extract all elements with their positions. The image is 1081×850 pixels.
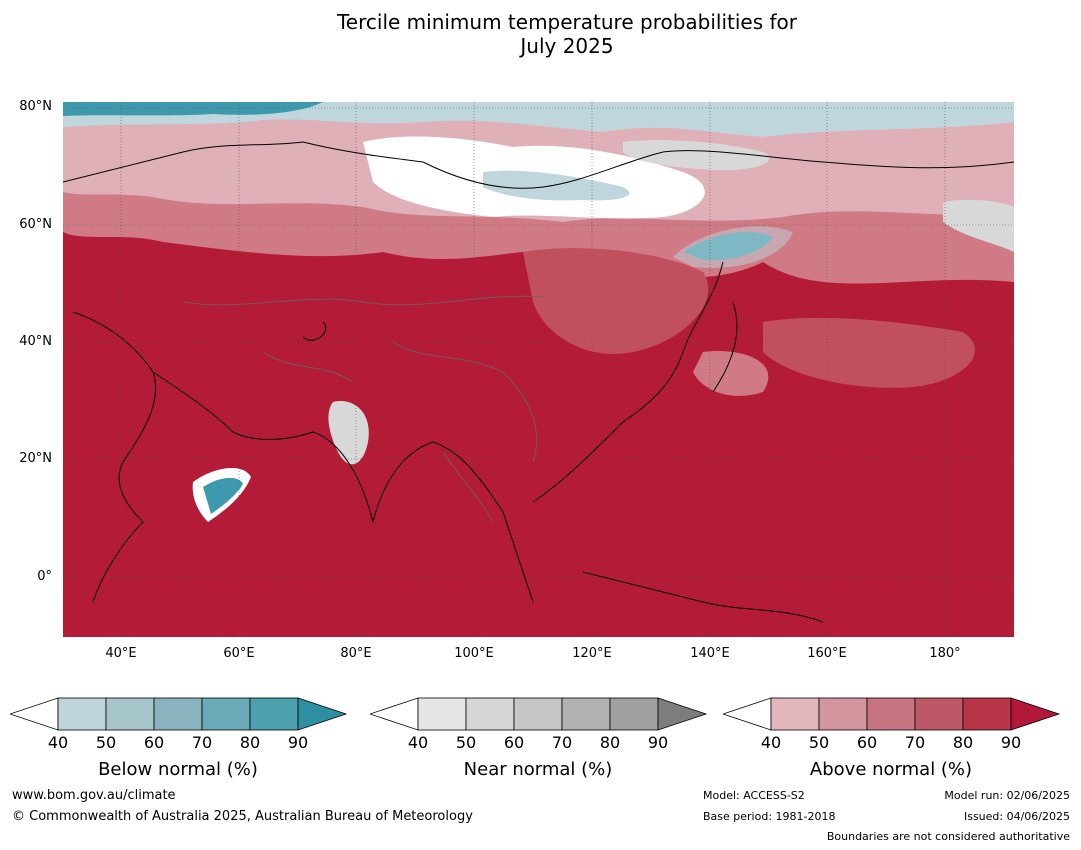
okhotsk-below-halo bbox=[673, 226, 793, 268]
near-tick-50: 50 bbox=[455, 733, 477, 752]
title-line-2: July 2025 bbox=[520, 34, 614, 58]
near-normal-patch-2 bbox=[943, 199, 1014, 252]
lat-label-60n: 60°N bbox=[19, 217, 52, 232]
pacific-above-mid bbox=[693, 351, 769, 396]
near-normal-patch-1 bbox=[623, 140, 770, 171]
base-period-text: Base period: 1981-2018 bbox=[703, 810, 836, 823]
near-colorbar-high-extend bbox=[657, 697, 708, 731]
colorbar-segment bbox=[153, 697, 203, 731]
colorbar-segment bbox=[465, 697, 515, 731]
near-tick-60: 60 bbox=[503, 733, 525, 752]
issued-text: Issued: 04/06/2025 bbox=[963, 810, 1070, 823]
below-tick-70: 70 bbox=[191, 733, 213, 752]
arctic-below-high bbox=[63, 102, 323, 116]
lon-label-60e: 60°E bbox=[223, 646, 255, 661]
above-colorbar-high-extend bbox=[1010, 697, 1061, 731]
near-normal-label: Near normal (%) bbox=[463, 759, 613, 780]
near-tick-80: 80 bbox=[599, 733, 621, 752]
above-tick-70: 70 bbox=[904, 733, 926, 752]
colorbar-segment bbox=[609, 697, 659, 731]
colorbar-segment bbox=[417, 697, 467, 731]
above-tick-50: 50 bbox=[808, 733, 830, 752]
copyright-text: © Commonwealth of Australia 2025, Austra… bbox=[12, 809, 473, 824]
below-colorbar-low-extend bbox=[10, 697, 59, 731]
near-colorbar-low-extend bbox=[370, 697, 419, 731]
colorbar-segment bbox=[561, 697, 611, 731]
colorbar-segment bbox=[513, 697, 563, 731]
colorbar-segment bbox=[914, 697, 964, 731]
below-tick-40: 40 bbox=[47, 733, 69, 752]
above-tick-90: 90 bbox=[1000, 733, 1022, 752]
above-colorbar-segments bbox=[770, 697, 1012, 731]
chart-title: Tercile minimum temperature probabilitie… bbox=[0, 10, 1081, 58]
lon-label-160e: 160°E bbox=[807, 646, 847, 661]
colorbar-segment bbox=[105, 697, 155, 731]
colorbar-segment bbox=[57, 697, 107, 731]
above-tick-80: 80 bbox=[952, 733, 974, 752]
lon-label-120e: 120°E bbox=[572, 646, 612, 661]
lon-label-80e: 80°E bbox=[340, 646, 372, 661]
near-normal-colorbar bbox=[370, 697, 708, 731]
below-tick-80: 80 bbox=[239, 733, 261, 752]
pacific-above-high bbox=[763, 317, 975, 388]
lon-label-40e: 40°E bbox=[105, 646, 137, 661]
above-tick-40: 40 bbox=[760, 733, 782, 752]
lon-label-100e: 100°E bbox=[454, 646, 494, 661]
colorbar-segment bbox=[249, 697, 299, 731]
colorbar-segment bbox=[770, 697, 820, 731]
lon-label-140e: 140°E bbox=[690, 646, 730, 661]
below-normal-label: Below normal (%) bbox=[98, 759, 258, 780]
arctic-below-low bbox=[63, 102, 1014, 137]
above-normal-label: Above normal (%) bbox=[809, 759, 973, 780]
near-tick-90: 90 bbox=[647, 733, 669, 752]
model-run-text: Model run: 02/06/2025 bbox=[944, 789, 1070, 802]
lat-label-80n: 80°N bbox=[19, 99, 52, 114]
map-svg bbox=[63, 102, 1014, 637]
below-normal-colorbar bbox=[10, 697, 348, 731]
near-colorbar-segments bbox=[417, 697, 659, 731]
website-text: www.bom.gov.au/climate bbox=[12, 788, 176, 803]
disclaimer-text: Boundaries are not considered authoritat… bbox=[826, 830, 1070, 843]
near-tick-70: 70 bbox=[551, 733, 573, 752]
below-tick-60: 60 bbox=[143, 733, 165, 752]
colorbar-segment bbox=[818, 697, 868, 731]
east-asia-above-high bbox=[523, 248, 709, 354]
model-text: Model: ACCESS-S2 bbox=[703, 789, 805, 802]
lat-label-0: 0° bbox=[37, 569, 52, 584]
country-borders bbox=[182, 295, 544, 523]
lat-label-20n: 20°N bbox=[19, 451, 52, 466]
above-tick-60: 60 bbox=[856, 733, 878, 752]
india-near-normal bbox=[328, 401, 369, 465]
colorbar-segment bbox=[866, 697, 916, 731]
arabian-sea-below bbox=[203, 477, 243, 514]
above-normal-colorbar bbox=[723, 697, 1061, 731]
below-colorbar-high-extend bbox=[297, 697, 348, 731]
coastlines bbox=[63, 141, 1014, 623]
below-colorbar-segments bbox=[57, 697, 299, 731]
colorbar-segment bbox=[962, 697, 1012, 731]
above-colorbar-low-extend bbox=[723, 697, 772, 731]
lon-label-180: 180° bbox=[929, 646, 961, 661]
below-tick-50: 50 bbox=[95, 733, 117, 752]
lat-label-40n: 40°N bbox=[19, 334, 52, 349]
map-graticule bbox=[63, 102, 1014, 637]
below-tick-90: 90 bbox=[287, 733, 309, 752]
title-line-1: Tercile minimum temperature probabilitie… bbox=[336, 10, 798, 34]
colorbar-segment bbox=[201, 697, 251, 731]
near-tick-40: 40 bbox=[407, 733, 429, 752]
probability-map bbox=[63, 102, 1014, 637]
siberia-below bbox=[483, 170, 630, 201]
